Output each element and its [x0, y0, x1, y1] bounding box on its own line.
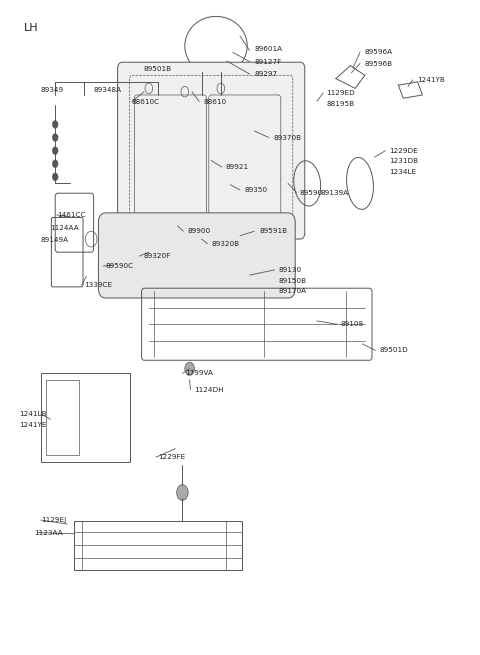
Text: 89349: 89349 [41, 87, 64, 94]
Text: 89350: 89350 [245, 187, 268, 193]
Text: LH: LH [24, 23, 38, 33]
Text: 1123AA: 1123AA [35, 529, 63, 536]
Circle shape [185, 362, 194, 375]
Text: 89348A: 89348A [94, 87, 122, 94]
Text: 1229DE: 1229DE [389, 147, 418, 154]
Text: 1231DB: 1231DB [389, 158, 418, 164]
Circle shape [52, 134, 58, 141]
Bar [46, 380, 79, 455]
Circle shape [52, 147, 58, 155]
Text: 1234LE: 1234LE [389, 168, 416, 175]
FancyBboxPatch shape [118, 62, 305, 239]
Text: 89139A: 89139A [321, 189, 349, 196]
Bar [41, 373, 130, 462]
Text: 1129ED: 1129ED [326, 90, 355, 96]
Text: 1124DH: 1124DH [194, 386, 224, 393]
Text: 1799VA: 1799VA [185, 370, 213, 377]
Text: 1241LB: 1241LB [19, 411, 47, 417]
Circle shape [177, 485, 188, 500]
Text: 88610: 88610 [204, 98, 227, 105]
Circle shape [52, 160, 58, 168]
Text: 89591B: 89591B [259, 228, 288, 234]
Text: 89127F: 89127F [254, 58, 282, 65]
Text: 89170A: 89170A [278, 288, 307, 295]
Text: 89149A: 89149A [41, 237, 69, 244]
Text: 1461CC: 1461CC [58, 212, 86, 218]
Text: 88195B: 88195B [326, 101, 355, 107]
Text: 89596A: 89596A [365, 49, 393, 56]
Text: 89150B: 89150B [278, 278, 307, 284]
Text: 89596B: 89596B [365, 60, 393, 67]
Text: 89501D: 89501D [379, 347, 408, 354]
Circle shape [52, 173, 58, 181]
Text: 1339CE: 1339CE [84, 282, 112, 288]
Text: 89320F: 89320F [143, 253, 170, 259]
Text: 89370B: 89370B [274, 134, 302, 141]
Text: 1241YB: 1241YB [418, 77, 445, 83]
Text: 1241YE: 1241YE [19, 422, 47, 428]
Text: 89590: 89590 [300, 189, 323, 196]
FancyBboxPatch shape [98, 213, 295, 298]
Text: 89921: 89921 [226, 164, 249, 170]
Bar [74, 521, 242, 570]
Text: 1129EJ: 1129EJ [41, 517, 66, 523]
Text: 1124AA: 1124AA [50, 225, 79, 231]
Text: 89108: 89108 [341, 321, 364, 328]
Circle shape [52, 121, 58, 128]
Text: 1229FE: 1229FE [158, 454, 186, 460]
Text: 89601A: 89601A [254, 46, 283, 52]
Text: 89900: 89900 [187, 228, 210, 234]
Text: 89590C: 89590C [106, 263, 134, 269]
Text: 89501B: 89501B [144, 66, 172, 72]
Text: 89320B: 89320B [211, 240, 240, 247]
Text: 88610C: 88610C [132, 98, 160, 105]
Text: 89130: 89130 [278, 267, 301, 273]
Text: 89297: 89297 [254, 71, 277, 77]
